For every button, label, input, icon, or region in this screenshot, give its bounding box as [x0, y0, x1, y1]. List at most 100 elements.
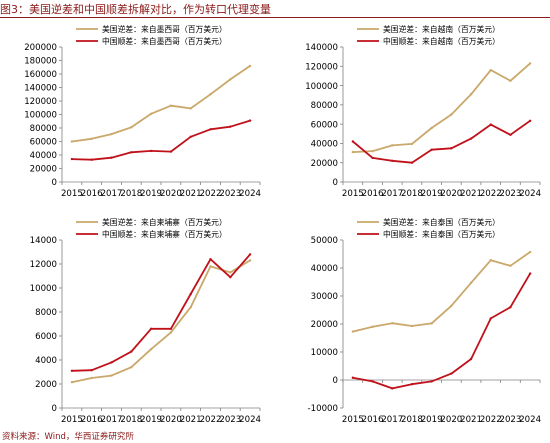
series-line-1	[352, 62, 531, 153]
y-tick-label: 200000	[24, 43, 57, 53]
data-point	[169, 331, 173, 334]
data-point	[248, 64, 252, 68]
data-point	[169, 150, 173, 153]
x-tick-label: 2020	[440, 415, 462, 425]
data-point	[209, 93, 212, 96]
data-point	[430, 148, 433, 151]
legend-label-2: 中国顺差：来自泰国（百万美元）	[383, 229, 500, 239]
data-point	[469, 93, 473, 96]
x-tick-label: 2018	[120, 415, 142, 425]
y-tick-label: 140000	[305, 43, 338, 53]
series-line-1	[352, 251, 531, 333]
data-point	[371, 149, 374, 153]
y-tick-label: 2000	[35, 380, 57, 390]
x-tick-label: 2023	[219, 189, 241, 199]
x-tick-label: 2015	[342, 415, 364, 425]
x-tick-label: 2024	[519, 189, 541, 199]
y-tick-label: 100000	[24, 111, 57, 121]
chart-panel-3: 0 2000 4000 6000 8000 10000 12000 14000 20152016…	[30, 217, 261, 425]
y-tick-label: 160000	[24, 70, 57, 80]
data-point	[130, 151, 133, 154]
series-line-2	[352, 273, 531, 390]
x-tick-label: 2023	[219, 415, 241, 425]
data-point	[430, 380, 433, 383]
x-tick-label: 2020	[160, 415, 182, 425]
data-point	[450, 304, 453, 307]
data-point	[189, 135, 192, 138]
y-tick-label: 60000	[311, 120, 338, 130]
x-tick-label: 2015	[61, 189, 83, 199]
y-tick-label: 80000	[311, 101, 338, 111]
data-point	[248, 119, 252, 122]
figure-source: 资料来源：Wind，华西证券研究所	[2, 432, 134, 442]
data-point	[450, 113, 453, 116]
y-tick-label: 180000	[24, 57, 57, 67]
series-line-2	[71, 253, 251, 372]
data-point	[90, 137, 93, 140]
y-tick-label: 12000	[30, 260, 57, 270]
data-point	[209, 258, 212, 261]
data-point	[248, 259, 252, 262]
x-tick-label: 2022	[200, 189, 222, 199]
y-tick-label: 40000	[311, 264, 338, 274]
x-tick-label: 2019	[140, 189, 162, 199]
x-tick-label: 2021	[180, 189, 202, 199]
data-point	[489, 258, 492, 262]
data-point	[70, 381, 74, 384]
data-point	[110, 374, 113, 377]
data-point	[90, 369, 93, 372]
series-line-2	[71, 119, 251, 161]
y-tick-label: 60000	[30, 138, 57, 148]
y-tick-label: 50000	[311, 236, 338, 246]
x-tick-label: 2020	[440, 189, 462, 199]
y-tick-label: 0	[52, 404, 57, 414]
y-tick-label: 6000	[35, 332, 57, 342]
data-point	[351, 330, 355, 333]
x-tick-label: 2024	[519, 415, 541, 425]
figure-header: 图3：美国逆差和中国顺差拆解对比，作为转口代理变量	[0, 0, 550, 20]
x-tick-label: 2015	[342, 189, 364, 199]
y-tick-label: 8000	[35, 308, 57, 318]
data-point	[371, 325, 374, 328]
y-tick-label: 30000	[311, 292, 338, 302]
data-point	[469, 357, 473, 361]
data-point	[410, 161, 414, 164]
x-tick-label: 2021	[460, 415, 482, 425]
y-tick-label: 4000	[35, 356, 57, 366]
y-tick-label: -10000	[308, 404, 338, 414]
data-point	[469, 281, 473, 285]
data-point	[430, 126, 433, 130]
data-point	[229, 276, 232, 279]
x-tick-label: 2017	[101, 415, 123, 425]
series-line-1	[71, 259, 251, 384]
data-point	[509, 79, 512, 82]
data-point	[130, 366, 133, 369]
data-point	[410, 383, 414, 386]
x-tick-label: 2024	[239, 189, 261, 199]
legend-label-1: 美国逆差：来自越南（百万美元）	[383, 24, 500, 34]
chart-panel-4: -10000 0 10000 20000 30000 40000 50000 20152016…	[308, 217, 542, 425]
x-tick-label: 2019	[421, 415, 443, 425]
data-point	[110, 156, 113, 159]
y-tick-label: 120000	[305, 62, 338, 72]
data-point	[130, 126, 133, 129]
x-tick-label: 2017	[101, 189, 123, 199]
x-tick-label: 2019	[140, 415, 162, 425]
x-tick-label: 2017	[381, 189, 403, 199]
legend-label-1: 美国逆差：来自墨西哥（百万美元）	[102, 24, 227, 34]
data-point	[391, 387, 394, 390]
legend-label-1: 美国逆差：来自柬埔寨（百万美元）	[102, 217, 227, 227]
y-tick-label: 140000	[24, 84, 57, 94]
x-tick-label: 2022	[480, 415, 502, 425]
series-line-2	[352, 120, 531, 164]
data-point	[371, 380, 374, 383]
x-tick-label: 2016	[81, 415, 103, 425]
x-tick-label: 2018	[401, 189, 423, 199]
data-point	[410, 142, 414, 146]
data-point	[489, 317, 492, 320]
y-tick-label: 20000	[30, 165, 57, 175]
legend-label-2: 中国顺差：来自墨西哥（百万美元）	[102, 36, 227, 46]
y-tick-label: 0	[333, 376, 338, 386]
data-point	[90, 376, 93, 380]
x-tick-label: 2021	[180, 415, 202, 425]
